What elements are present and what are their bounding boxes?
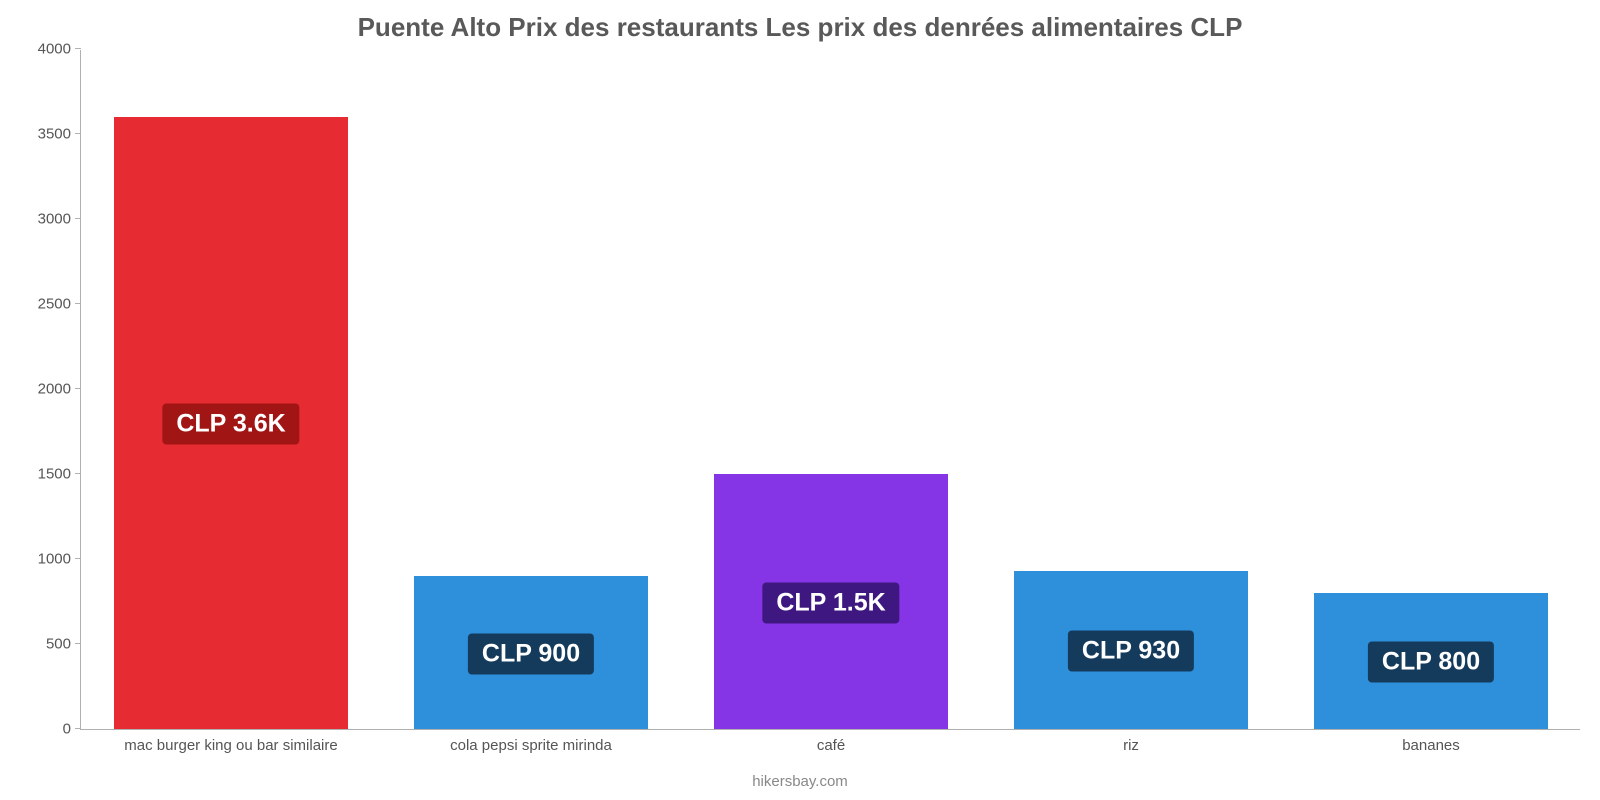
y-tick-mark: [75, 388, 81, 389]
bar-value-label: CLP 800: [1368, 642, 1494, 683]
bar-value-label: CLP 1.5K: [762, 582, 899, 623]
y-tick-mark: [75, 133, 81, 134]
y-tick-label: 500: [21, 636, 71, 653]
x-category-label: cola pepsi sprite mirinda: [450, 729, 612, 754]
y-tick-label: 3000: [21, 211, 71, 228]
x-category-label: mac burger king ou bar similaire: [124, 729, 337, 754]
bar-value-label: CLP 3.6K: [162, 404, 299, 445]
y-tick-mark: [75, 473, 81, 474]
y-tick-label: 4000: [21, 41, 71, 58]
bar-value-label: CLP 900: [468, 633, 594, 674]
y-tick-label: 1000: [21, 551, 71, 568]
y-tick-mark: [75, 643, 81, 644]
bar-value-label: CLP 930: [1068, 630, 1194, 671]
y-tick-label: 3500: [21, 126, 71, 143]
x-category-label: café: [817, 729, 845, 754]
source-text: hikersbay.com: [0, 773, 1600, 790]
y-tick-mark: [75, 218, 81, 219]
chart-title: Puente Alto Prix des restaurants Les pri…: [0, 12, 1600, 43]
y-tick-mark: [75, 558, 81, 559]
y-tick-mark: [75, 48, 81, 49]
x-category-label: riz: [1123, 729, 1139, 754]
y-tick-mark: [75, 303, 81, 304]
plot-area: 05001000150020002500300035004000CLP 3.6K…: [80, 50, 1580, 730]
y-tick-label: 2000: [21, 381, 71, 398]
y-tick-label: 0: [21, 721, 71, 738]
y-tick-label: 2500: [21, 296, 71, 313]
x-category-label: bananes: [1402, 729, 1460, 754]
y-tick-label: 1500: [21, 466, 71, 483]
y-tick-mark: [75, 728, 81, 729]
